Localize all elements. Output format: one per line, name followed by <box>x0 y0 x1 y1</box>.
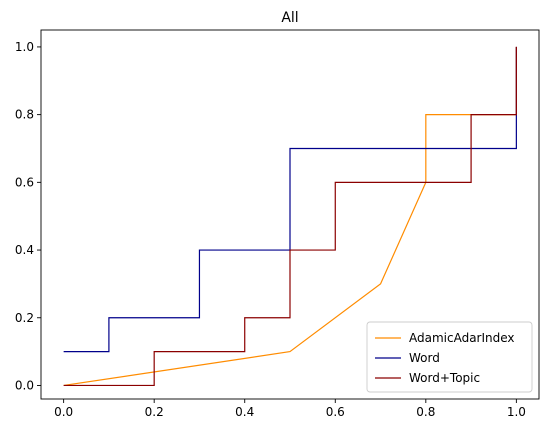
x-tick-label: 1.0 <box>507 405 526 419</box>
y-tick-label: 0.4 <box>15 243 34 257</box>
series-line-2 <box>63 46 517 387</box>
x-tick-label: 0.4 <box>235 405 254 419</box>
y-tick-label: 1.0 <box>15 40 34 54</box>
y-tick-label: 0.0 <box>15 378 34 392</box>
y-tick-label: 0.2 <box>15 311 34 325</box>
y-tick-label: 0.8 <box>15 108 34 122</box>
axes: 0.0 0.2 0.4 0.6 0.8 1.0 0.0 0.2 0.4 0.6 0.8 1.0 <box>15 29 540 419</box>
y-tick-label: 0.6 <box>15 175 34 189</box>
x-tick-label: 0.6 <box>326 405 345 419</box>
legend-label-2: Word+Topic <box>409 371 480 385</box>
legend-box <box>366 321 533 393</box>
legend-label-1: Word <box>409 351 440 365</box>
x-tick-label: 0.8 <box>416 405 435 419</box>
x-tick-label: 0.0 <box>54 405 73 419</box>
chart-title: All <box>281 10 298 26</box>
x-tick-label: 0.2 <box>145 405 164 419</box>
plot-area <box>63 46 517 387</box>
series-line-1 <box>63 46 517 353</box>
legend-label-0: AdamicAdarIndex <box>409 331 515 345</box>
axes-frame <box>40 29 540 400</box>
legend: AdamicAdarIndex Word Word+Topic <box>366 321 533 393</box>
